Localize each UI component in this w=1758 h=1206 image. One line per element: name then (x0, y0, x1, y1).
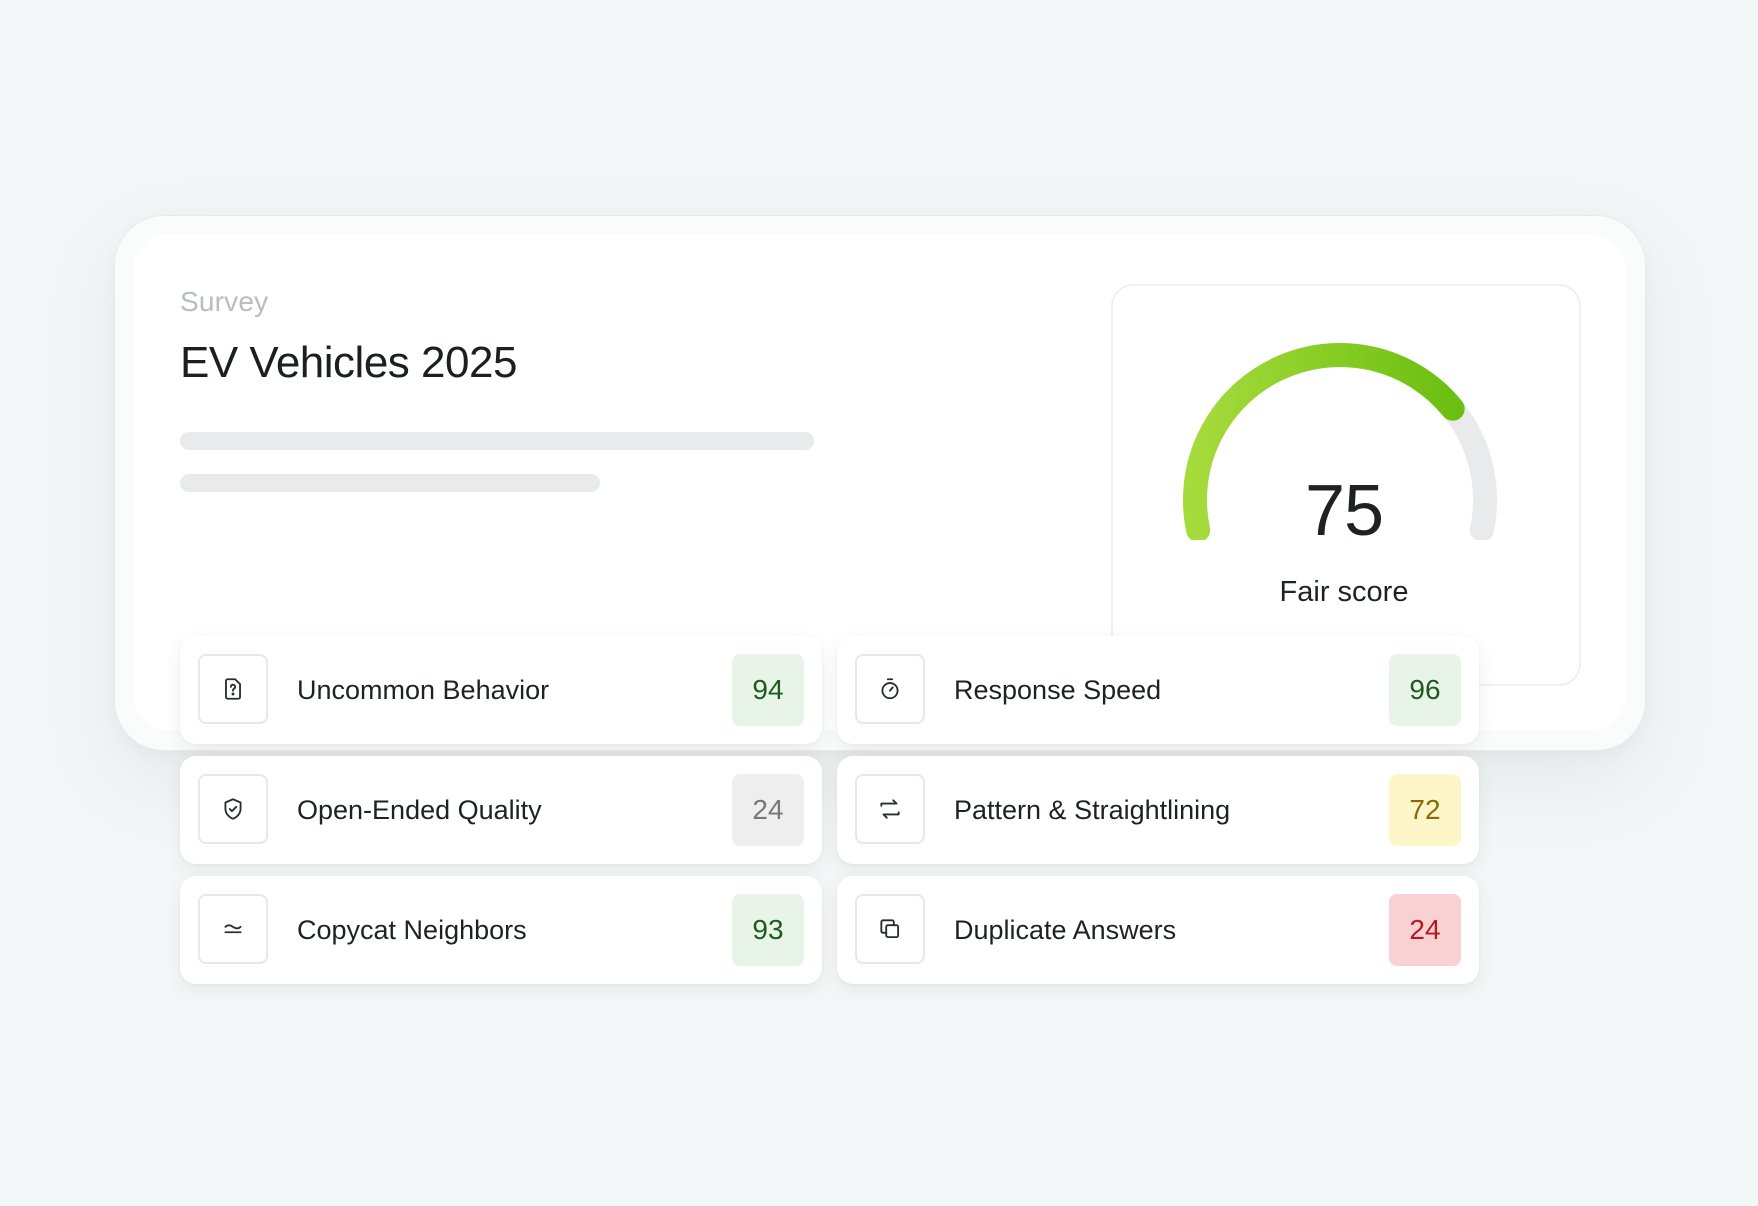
metric-label: Pattern & Straightlining (954, 795, 1231, 825)
metric-pattern-straightlining[interactable]: Pattern & Straightlining 72 (837, 756, 1479, 864)
stopwatch-icon (855, 654, 925, 724)
score-label: Fair score (1279, 576, 1409, 608)
metric-score-badge: 93 (732, 894, 804, 966)
metric-score-badge: 72 (1389, 774, 1461, 846)
survey-label: Survey (180, 286, 269, 317)
metric-score-badge: 24 (732, 774, 804, 846)
metric-label: Duplicate Answers (954, 915, 1177, 945)
shield-check-icon (198, 774, 268, 844)
metric-score-badge: 24 (1389, 894, 1461, 966)
metric-label: Uncommon Behavior (297, 675, 550, 705)
metric-response-speed[interactable]: Response Speed 96 (837, 636, 1479, 744)
metric-uncommon-behavior[interactable]: Uncommon Behavior 94 (180, 636, 822, 744)
metric-label: Copycat Neighbors (297, 915, 527, 945)
skeleton-line (180, 474, 600, 492)
gauge-fill (1183, 343, 1465, 540)
score-gauge (1183, 343, 1497, 540)
metric-score-badge: 96 (1389, 654, 1461, 726)
metric-copycat-neighbors[interactable]: Copycat Neighbors 93 (180, 876, 822, 984)
metric-open-ended-quality[interactable]: Open-Ended Quality 24 (180, 756, 822, 864)
metric-duplicate-answers[interactable]: Duplicate Answers 24 (837, 876, 1479, 984)
repeat-icon (855, 774, 925, 844)
copy-icon (855, 894, 925, 964)
metric-label: Response Speed (954, 675, 1162, 705)
skeleton-line (180, 432, 814, 450)
metric-label: Open-Ended Quality (297, 795, 542, 825)
approx-equal-icon (198, 894, 268, 964)
score-value: 75 (1304, 471, 1384, 551)
metric-score-badge: 94 (732, 654, 804, 726)
survey-title: EV Vehicles 2025 (180, 338, 517, 387)
question-file-icon (198, 654, 268, 724)
